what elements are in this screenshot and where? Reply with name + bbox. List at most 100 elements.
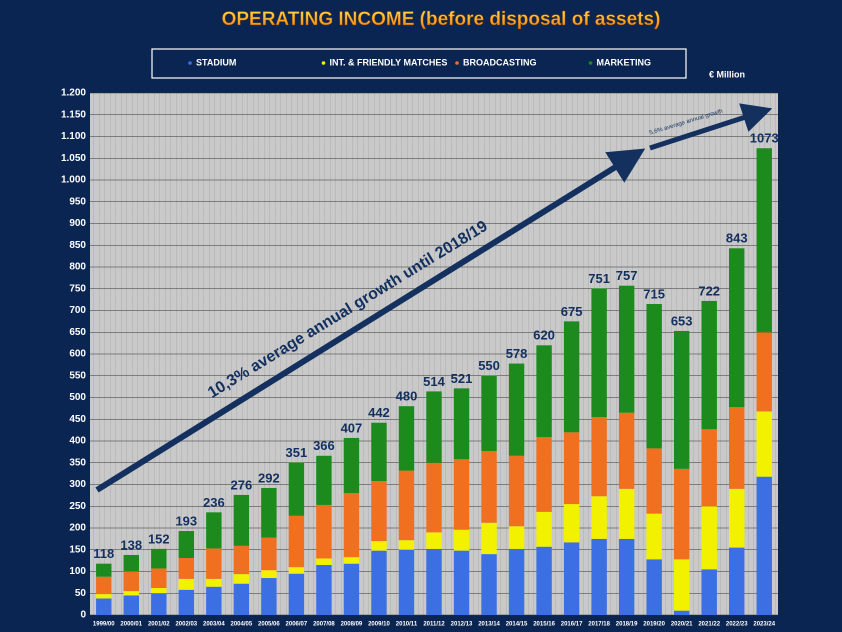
- total-label: 521: [451, 371, 473, 386]
- bar-segment: [756, 148, 772, 333]
- legend-label: BROADCASTING: [463, 57, 537, 67]
- bar-segment: [206, 586, 222, 615]
- x-tick-label: 2020/21: [671, 622, 693, 628]
- total-label: 757: [616, 268, 638, 283]
- legend-marker: [188, 61, 192, 65]
- bar-segment: [288, 462, 305, 516]
- bar-segment: [371, 422, 387, 482]
- bar-segment: [316, 504, 332, 559]
- bar-segment: [591, 538, 607, 615]
- x-tick-label: 2001/02: [148, 622, 170, 628]
- x-tick-label: 2021/22: [698, 622, 720, 628]
- bar-segment: [673, 559, 690, 611]
- bar-segment: [371, 541, 387, 551]
- bar-segment: [563, 542, 580, 615]
- bar-segment: [673, 330, 690, 469]
- bar-segment: [729, 248, 745, 408]
- x-tick-label: 2019/20: [643, 622, 665, 628]
- bar-segment: [96, 576, 112, 595]
- x-tick-label: 2018/19: [616, 622, 638, 628]
- y-tick-label: 900: [69, 218, 86, 229]
- x-tick-label: 2009/10: [368, 622, 390, 628]
- total-label: 578: [506, 346, 528, 361]
- bar-segment: [481, 522, 497, 555]
- bar-segment: [701, 569, 717, 615]
- bar-segment: [288, 567, 305, 574]
- bar-segment: [508, 526, 525, 549]
- y-tick-label: 500: [69, 392, 86, 403]
- bar-segment: [729, 407, 745, 489]
- bar-segment: [96, 594, 112, 599]
- y-tick-label: 100: [69, 566, 86, 577]
- bar-segment: [343, 493, 360, 558]
- y-tick-label: 400: [69, 436, 86, 447]
- total-label: 715: [643, 286, 665, 301]
- bar-segment: [453, 529, 470, 551]
- bar-segment: [206, 578, 222, 587]
- bar-segment: [261, 487, 277, 538]
- growth-arrow-2: [649, 103, 773, 151]
- bar-segment: [398, 549, 415, 615]
- total-label: 442: [368, 405, 390, 420]
- bar-segment: [371, 481, 387, 542]
- total-label: 514: [423, 374, 445, 389]
- bar-segment: [481, 554, 497, 615]
- bar-segment: [151, 548, 167, 569]
- x-tick-label: 2012/13: [451, 622, 473, 628]
- x-tick-label: 2005/06: [258, 622, 280, 628]
- y-tick-label: 700: [69, 305, 86, 316]
- bar-segment: [288, 573, 305, 615]
- x-tick-label: 2011/12: [423, 622, 445, 628]
- x-tick-label: 2022/23: [726, 622, 748, 628]
- chart-title: OPERATING INCOME (before disposal of ass…: [222, 9, 661, 30]
- bar-segment: [701, 429, 717, 507]
- bar-segment: [729, 488, 745, 548]
- bar-segment: [343, 557, 360, 564]
- bar-segment: [591, 288, 607, 418]
- bar-segment: [453, 388, 470, 460]
- legend-label: STADIUM: [196, 57, 236, 67]
- y-tick-label: 800: [69, 262, 86, 273]
- bar-segment: [316, 558, 332, 565]
- x-tick-label: 2002/03: [175, 622, 197, 628]
- bar-segment: [288, 515, 305, 568]
- bar-segment: [618, 538, 635, 615]
- x-tick-label: 2013/14: [478, 622, 500, 628]
- legend-marker: [588, 61, 593, 65]
- bar-segment: [618, 412, 635, 489]
- y-tick-label: 450: [69, 414, 86, 425]
- bar-segment: [178, 589, 195, 615]
- bar-segment: [426, 462, 442, 533]
- total-label: 722: [698, 283, 720, 298]
- bar-segment: [536, 437, 552, 512]
- bar-segment: [123, 595, 139, 615]
- y-tick-label: 250: [69, 501, 86, 512]
- y-tick-label: 1.050: [61, 153, 86, 164]
- bar-segment: [316, 564, 332, 615]
- bar-segment: [371, 550, 387, 615]
- bar-segment: [426, 548, 442, 615]
- bar-segment: [233, 545, 250, 575]
- x-tick-label: 2007/08: [313, 622, 335, 628]
- bar-segment: [233, 574, 250, 584]
- total-label: 620: [533, 328, 555, 343]
- x-tick-label: 2015/16: [533, 622, 555, 628]
- bar-segment: [701, 506, 717, 570]
- y-tick-label: 1.000: [61, 175, 86, 186]
- total-label: 480: [396, 389, 418, 404]
- bar-segment: [123, 554, 139, 572]
- y-tick-label: 600: [69, 349, 86, 360]
- y-tick-label: 650: [69, 327, 86, 338]
- y-tick-label: 750: [69, 283, 86, 294]
- total-label: 236: [203, 495, 225, 510]
- y-tick-label: 350: [69, 457, 86, 468]
- legend-marker: [455, 61, 459, 65]
- y-tick-label: 0: [80, 610, 86, 621]
- x-tick-label: 2008/09: [341, 622, 363, 628]
- x-tick-label: 1999/00: [93, 622, 115, 628]
- x-tick-label: 2004/05: [231, 622, 253, 628]
- total-label: 550: [478, 358, 500, 373]
- bar-segment: [729, 547, 745, 615]
- bar-segment: [151, 588, 167, 594]
